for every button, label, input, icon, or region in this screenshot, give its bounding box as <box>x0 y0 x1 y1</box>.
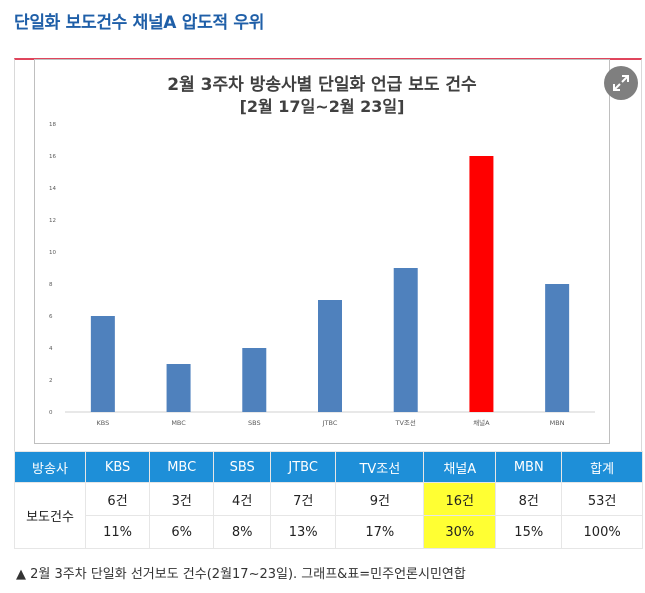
bar-SBS <box>242 348 267 412</box>
x-tick-label: SBS <box>248 419 261 427</box>
percent-cell: 17% <box>335 515 425 549</box>
x-tick-label: 채널A <box>473 418 490 427</box>
expand-arrows-icon <box>613 75 629 91</box>
bar-MBC <box>166 364 191 412</box>
count-cell: 6건 <box>84 482 151 516</box>
y-tick-label: 18 <box>49 122 56 128</box>
percent-cell: 6% <box>149 515 215 549</box>
table-header-cell: MBN <box>495 451 563 483</box>
x-tick-label: MBN <box>550 419 565 427</box>
table-header-cell: TV조선 <box>335 451 425 483</box>
table-header-row: 방송사 KBS MBC SBS JTBC TV조선 채널A MBN 합계 <box>14 451 643 483</box>
row-label: 보도건수 <box>14 482 86 549</box>
y-tick-label: 2 <box>49 378 53 384</box>
table-header-cell: 채널A <box>423 451 497 483</box>
article-headline: 단일화 보도건수 채널A 압도적 우위 <box>14 13 265 33</box>
count-cell: 9건 <box>335 482 425 516</box>
percent-cell: 15% <box>495 515 563 549</box>
figure-caption: ▲ 2월 3주차 단일화 선거보도 건수(2월17~23일). 그래프&표=민주… <box>16 567 466 582</box>
count-cell: 7건 <box>269 482 337 516</box>
y-tick-label: 16 <box>49 154 56 160</box>
y-tick-label: 14 <box>49 186 56 192</box>
x-tick-label: KBS <box>96 419 109 427</box>
y-tick-label: 4 <box>49 346 53 352</box>
percent-cell: 100% <box>561 515 643 549</box>
table-header-cell: 합계 <box>561 451 643 483</box>
table-header-cell: KBS <box>84 451 151 483</box>
percent-cell: 8% <box>213 515 271 549</box>
x-tick-label: JTBC <box>322 419 338 427</box>
bar-MBN <box>545 284 570 412</box>
percent-cell: 13% <box>269 515 337 549</box>
percent-cell: 11% <box>84 515 151 549</box>
count-cell: 3건 <box>149 482 215 516</box>
y-tick-label: 8 <box>49 282 53 288</box>
table-header-cell: 방송사 <box>14 451 86 483</box>
count-cell: 16건 <box>423 482 497 516</box>
bar-채널A <box>469 156 494 412</box>
chart-frame: 2월 3주차 방송사별 단일화 언급 보도 건수 [2월 17일~2월 23일]… <box>34 59 610 444</box>
table-header-cell: JTBC <box>269 451 337 483</box>
y-tick-label: 12 <box>49 218 56 224</box>
bar-TV조선 <box>393 268 418 412</box>
table-row-counts: 보도건수 6건 3건 4건 7건 9건 16건 8건 53건 <box>14 482 643 549</box>
expand-button[interactable] <box>604 66 638 100</box>
x-tick-label: TV조선 <box>395 418 416 427</box>
y-tick-label: 6 <box>49 314 53 320</box>
chart-subtitle: [2월 17일~2월 23일] <box>239 97 405 116</box>
chart-title: 2월 3주차 방송사별 단일화 언급 보도 건수 <box>167 75 477 95</box>
count-cell: 53건 <box>561 482 643 516</box>
bar-chart: 0 2 4 6 8 10 12 14 16 18 KBS MBC SBS JTBC TV조선 채널A MBN <box>49 122 595 427</box>
bar-KBS <box>90 316 115 412</box>
count-cell: 8건 <box>495 482 563 516</box>
bar-JTBC <box>318 300 342 412</box>
percent-cell: 30% <box>423 515 497 549</box>
table-row-percents: 11% 6% 8% 13% 17% 30% 15% 100% <box>15 515 643 549</box>
table-header-cell: MBC <box>149 451 215 483</box>
table-header-cell: SBS <box>213 451 271 483</box>
stats-table: 방송사 KBS MBC SBS JTBC TV조선 채널A MBN 합계 보도건수 6건 3건 4건… <box>14 451 643 549</box>
count-cell: 4건 <box>213 482 271 516</box>
y-tick-label: 10 <box>49 250 56 256</box>
y-tick-label: 0 <box>49 410 53 416</box>
x-tick-label: MBC <box>171 419 186 427</box>
